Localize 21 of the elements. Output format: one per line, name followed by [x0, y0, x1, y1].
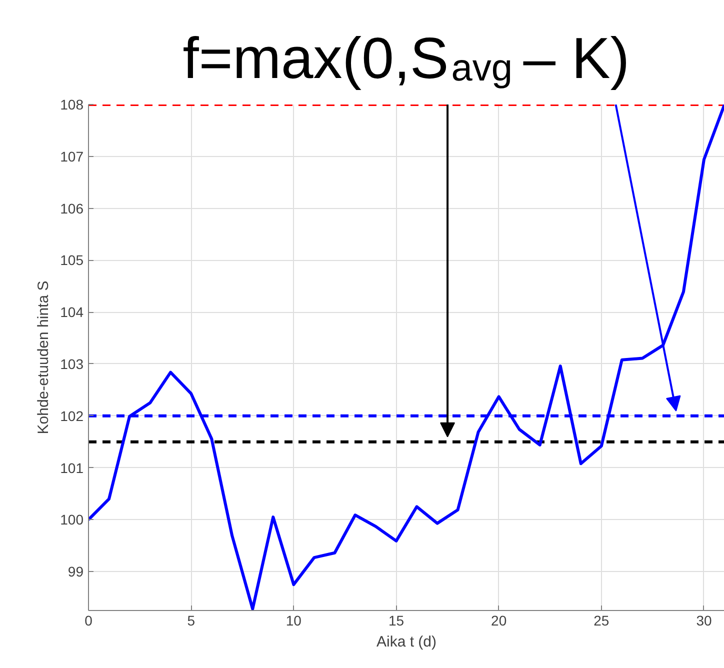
y-tick-label: 102: [60, 408, 84, 424]
x-tick-label: 15: [388, 612, 404, 628]
x-tick-label: 30: [696, 612, 712, 628]
x-tick-label: 20: [491, 612, 507, 628]
y-axis-title: Kohde-etuuden hinta S: [35, 280, 52, 434]
x-axis-title: Aika t (d): [376, 634, 437, 650]
y-tick-label: 106: [60, 200, 84, 216]
y-tick-label: 99: [68, 564, 84, 580]
x-tick-label: 5: [187, 612, 196, 628]
y-tick-label: 104: [60, 304, 84, 320]
y-tick-label: 103: [60, 356, 84, 372]
y-tick-label: 101: [60, 460, 84, 476]
y-tick-label: 100: [60, 512, 84, 528]
y-tick-label: 105: [60, 252, 84, 268]
line-series: [88, 104, 724, 610]
x-tick-label: 25: [594, 612, 610, 628]
y-tick-label: 108: [60, 96, 84, 112]
chart-title: f=max(0,Savg – K): [182, 26, 630, 91]
x-tick-label: 0: [84, 612, 93, 628]
x-tick-label: 10: [286, 612, 302, 628]
y-tick-label: 107: [60, 148, 84, 164]
